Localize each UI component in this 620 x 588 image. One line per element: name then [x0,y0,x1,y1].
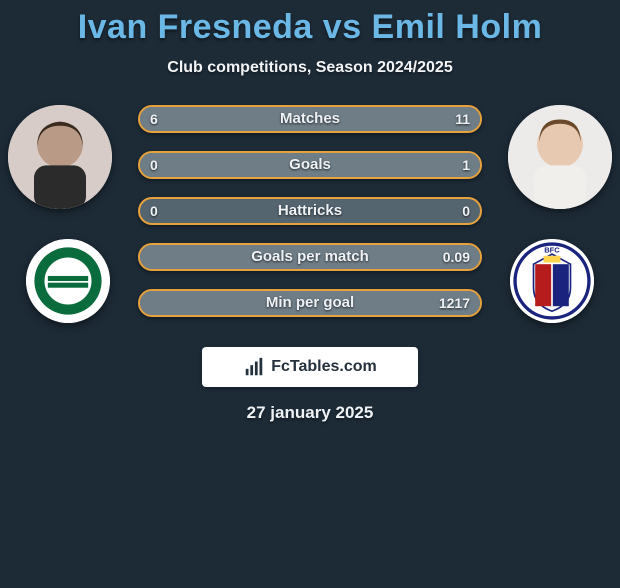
stat-row: Goals0 1 [138,151,482,179]
stat-label: Hattricks [140,199,480,223]
avatar-placeholder-icon [508,105,612,209]
player-left-club-badge: SCP [26,239,110,323]
date-text: 27 january 2025 [0,403,620,423]
branding-badge: FcTables.com [202,347,418,387]
stat-label: Goals [140,153,480,177]
stat-label: Min per goal [140,291,480,315]
stat-value-left: 0 [150,153,158,177]
svg-text:SCP: SCP [58,260,79,271]
stat-row: Hattricks0 0 [138,197,482,225]
stat-value-right: 0.09 [443,245,470,269]
stat-value-right: 1217 [439,291,470,315]
page-title: Ivan Fresneda vs Emil Holm [0,8,620,47]
stat-value-left: 6 [150,107,158,131]
stat-value-right: 0 [462,199,470,223]
chart-icon [243,356,265,378]
stat-value-left: 0 [150,199,158,223]
stat-row: Min per goal1217 [138,289,482,317]
branding-text: FcTables.com [271,358,377,376]
stat-row: Goals per match0.09 [138,243,482,271]
player-left-avatar [8,105,112,209]
stat-value-right: 1 [462,153,470,177]
avatar-placeholder-icon [8,105,112,209]
stat-value-right: 11 [455,107,470,131]
comparison-area: SCP BFC Matches611Goals01Hattricks00Goal… [0,105,620,335]
stat-row: Matches6 11 [138,105,482,133]
stat-label: Matches [140,107,480,131]
player-right-club-badge: BFC [510,239,594,323]
svg-text:BFC: BFC [544,245,560,254]
stat-label: Goals per match [140,245,480,269]
subtitle: Club competitions, Season 2024/2025 [0,59,620,77]
club-badge-icon: BFC [510,239,594,323]
player-right-avatar [508,105,612,209]
club-badge-icon: SCP [26,239,110,323]
stat-bars-container: Matches611Goals01Hattricks00Goals per ma… [138,105,482,335]
